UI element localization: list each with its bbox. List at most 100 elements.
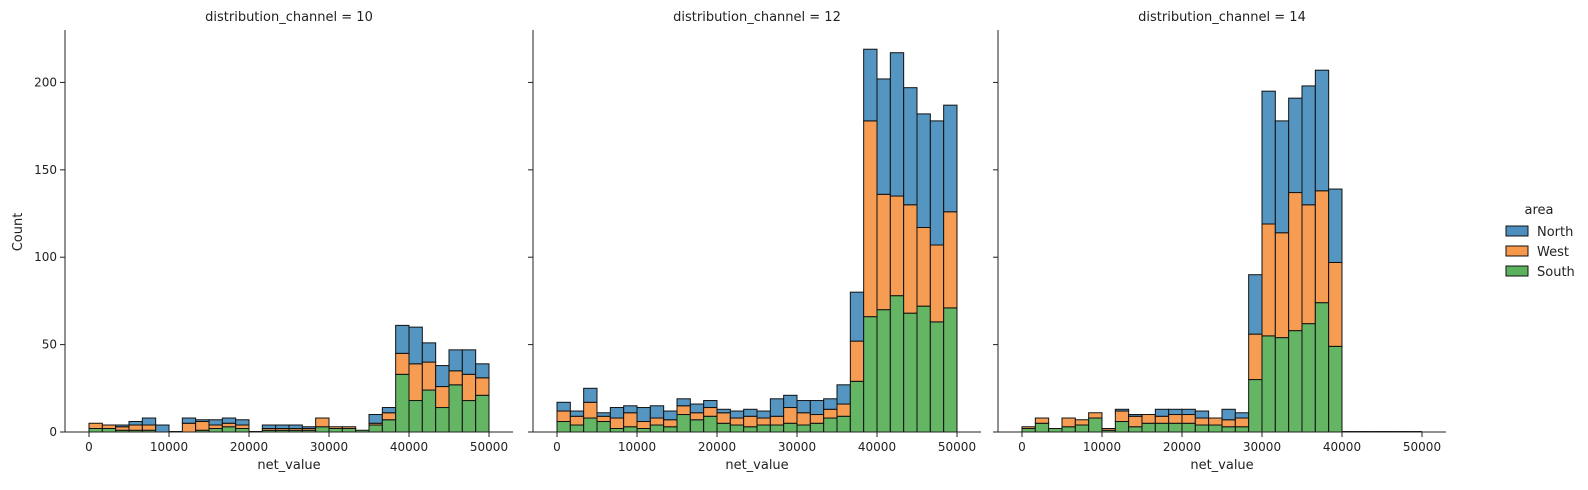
bar-north [1128,414,1143,417]
bar-south [461,400,477,433]
bar-south [1168,422,1183,433]
bar-west [889,195,905,297]
x-tick-label: 20000 [230,440,268,454]
bar-north [876,78,891,195]
bar-west [1021,426,1036,430]
bar-south [1141,422,1156,433]
bar-west [596,415,611,423]
bar-north [743,408,758,417]
bar-north [676,398,691,407]
bar-south [769,424,785,433]
bar-north [435,365,450,388]
bar-south [1208,424,1223,433]
bar-south [101,428,117,433]
bar-west [1168,414,1183,424]
bar-south [1288,330,1303,433]
bar-south [836,415,851,433]
bar-west [408,363,423,402]
bar-south [395,373,410,433]
bar-north [155,424,170,433]
bar-north [461,349,477,375]
x-tick-label: 30000 [310,440,348,454]
bar-north [221,417,237,424]
bar-north [689,403,705,414]
bar-west [461,373,477,402]
bar-north [395,324,410,354]
bar-south [863,316,878,433]
bar-north [128,421,143,426]
x-tick-label: 10000 [150,440,188,454]
bar-west [649,417,665,426]
x-tick-label: 50000 [1403,440,1441,454]
bar-west [583,401,598,419]
bar-west [943,211,958,309]
x-tick-label: 20000 [698,440,736,454]
bar-west [101,424,117,430]
bar-south [1061,426,1076,433]
x-tick-label: 10000 [618,440,656,454]
bar-north [115,424,130,428]
legend-swatch-south [1505,265,1529,277]
bar-south [368,424,383,433]
bar-south [1021,428,1036,433]
bar-west [435,386,450,409]
bar-south [1314,302,1330,433]
bar-south [943,307,958,433]
bar-north [195,419,210,423]
bar-north [1154,408,1170,417]
bar-west [1128,415,1143,428]
bar-south [88,428,103,433]
bar-south [929,321,945,433]
bar-north [368,414,383,424]
bar-north [863,48,878,122]
bar-south [1234,426,1250,433]
bar-north [663,410,678,421]
bar-south [849,380,865,433]
bar-west [1301,204,1316,325]
x-tick-label: 30000 [778,440,816,454]
bar-north [769,398,785,417]
x-tick-label: 0 [85,440,93,454]
bar-west [1234,417,1250,428]
bar-west [341,426,357,430]
legend-swatch-north [1505,225,1529,237]
bar-west [88,422,103,430]
bar-north [1288,97,1303,194]
bar-south [569,424,585,433]
bar-west [475,377,490,396]
bar-west [1194,417,1210,426]
bar-south [583,417,598,433]
y-tick-label: 0 [49,425,57,439]
bar-south [1328,345,1343,433]
bar-west [823,408,838,419]
bar-west [676,405,691,416]
bar-west [689,412,705,421]
bar-north [1181,408,1196,416]
bar-west [1248,333,1263,381]
bar-west [1208,417,1223,426]
bar-south [1181,422,1196,433]
legend-label-north: North [1537,225,1573,240]
bar-west [1274,232,1290,339]
bar-south [1128,426,1143,433]
x-tick-label: 30000 [1243,440,1281,454]
bar-south [823,417,838,433]
bar-north [261,424,277,430]
bar-south [689,419,705,433]
bar-west [929,244,945,323]
bar-south [341,428,357,433]
x-tick-label: 40000 [1323,440,1361,454]
bar-west [421,361,437,391]
bar-south [889,295,905,433]
legend-title: area [1525,203,1554,218]
bar-west [743,415,758,428]
bar-north [475,363,490,379]
bar-west [849,340,865,382]
facet-panels: distribution_channel = 10 0 50 100 150 200 0 10… [34,10,1446,473]
bar-south [756,424,771,433]
bar-north [1114,408,1130,412]
x-tick-label: 10000 [1083,440,1121,454]
bar-south [649,424,665,433]
bar-north [623,405,638,414]
